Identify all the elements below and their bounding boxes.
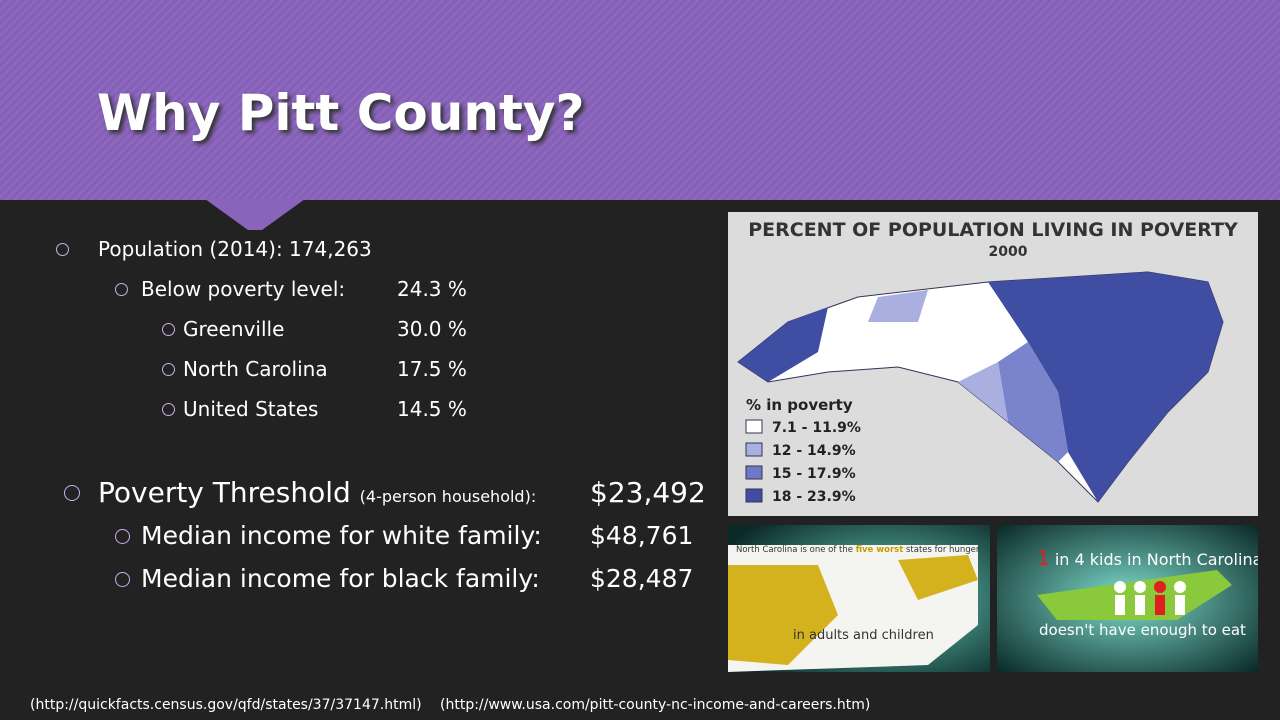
source-link: (http://quickfacts.census.gov/qfd/states… — [30, 697, 422, 713]
legend-label: 18 - 23.9% — [772, 489, 856, 505]
bullet-marker — [162, 403, 175, 416]
image-text: 1 in 4 kids in North Carolina — [1037, 546, 1258, 570]
bullet-marker — [162, 363, 175, 376]
bullet-label: Poverty Threshold — [98, 476, 351, 509]
bullet-text: Below poverty level: — [141, 277, 346, 301]
legend-title: % in poverty — [746, 396, 853, 414]
slide-title: Why Pitt County? — [97, 84, 585, 142]
bullet-value: 30.0 % — [397, 317, 467, 341]
image-text-part: in 4 kids in North Carolina — [1055, 550, 1258, 569]
source-link: (http://www.usa.com/pitt-county-nc-incom… — [440, 697, 871, 713]
bullet-text: Population (2014): 174,263 — [98, 237, 372, 261]
kids-image: 1 in 4 kids in North Carolina doesn't ha… — [997, 525, 1258, 672]
bullet-text: Median income for white family: — [141, 521, 542, 550]
bullet-value: $28,487 — [590, 564, 694, 593]
hunger-image: North Carolina is one of the five worst … — [728, 525, 990, 672]
header-band — [0, 0, 1280, 200]
header-notch — [205, 199, 305, 230]
image-number: 1 — [1037, 546, 1050, 570]
bullet-marker — [162, 323, 175, 336]
bullet-value: 24.3 % — [397, 277, 467, 301]
bullet-marker — [64, 485, 80, 501]
bullet-marker — [56, 243, 69, 256]
bullet-marker — [115, 283, 128, 296]
bullet-note: (4-person household): — [359, 487, 537, 506]
bullet-text: United States — [183, 397, 319, 421]
bullet-marker — [115, 529, 130, 544]
bullet-text: Poverty Threshold (4-person household): — [98, 476, 536, 509]
bullet-value: $48,761 — [590, 521, 694, 550]
legend-label: 12 - 14.9% — [772, 443, 856, 459]
image-caption: doesn't have enough to eat — [1039, 621, 1246, 639]
bullet-value: 14.5 % — [397, 397, 467, 421]
bullet-marker — [115, 572, 130, 587]
image-text: North Carolina is one of the five worst … — [736, 545, 980, 555]
legend-label: 15 - 17.9% — [772, 466, 856, 482]
map-title: PERCENT OF POPULATION LIVING IN POVERTY — [748, 219, 1238, 241]
map-subtitle: 2000 — [989, 244, 1028, 260]
bullet-text: Greenville — [183, 317, 285, 341]
image-caption: in adults and children — [793, 628, 934, 643]
poverty-map: PERCENT OF POPULATION LIVING IN POVERTY … — [728, 212, 1258, 516]
bullet-text: Median income for black family: — [141, 564, 540, 593]
image-highlight: five worst — [856, 545, 904, 555]
legend-label: 7.1 - 11.9% — [772, 420, 861, 436]
bullet-text: North Carolina — [183, 357, 328, 381]
image-text-part: states for hunger — [906, 545, 980, 555]
image-text-part: North Carolina is one of the — [736, 545, 853, 555]
bullet-value: 17.5 % — [397, 357, 467, 381]
bullet-value: $23,492 — [590, 476, 706, 509]
